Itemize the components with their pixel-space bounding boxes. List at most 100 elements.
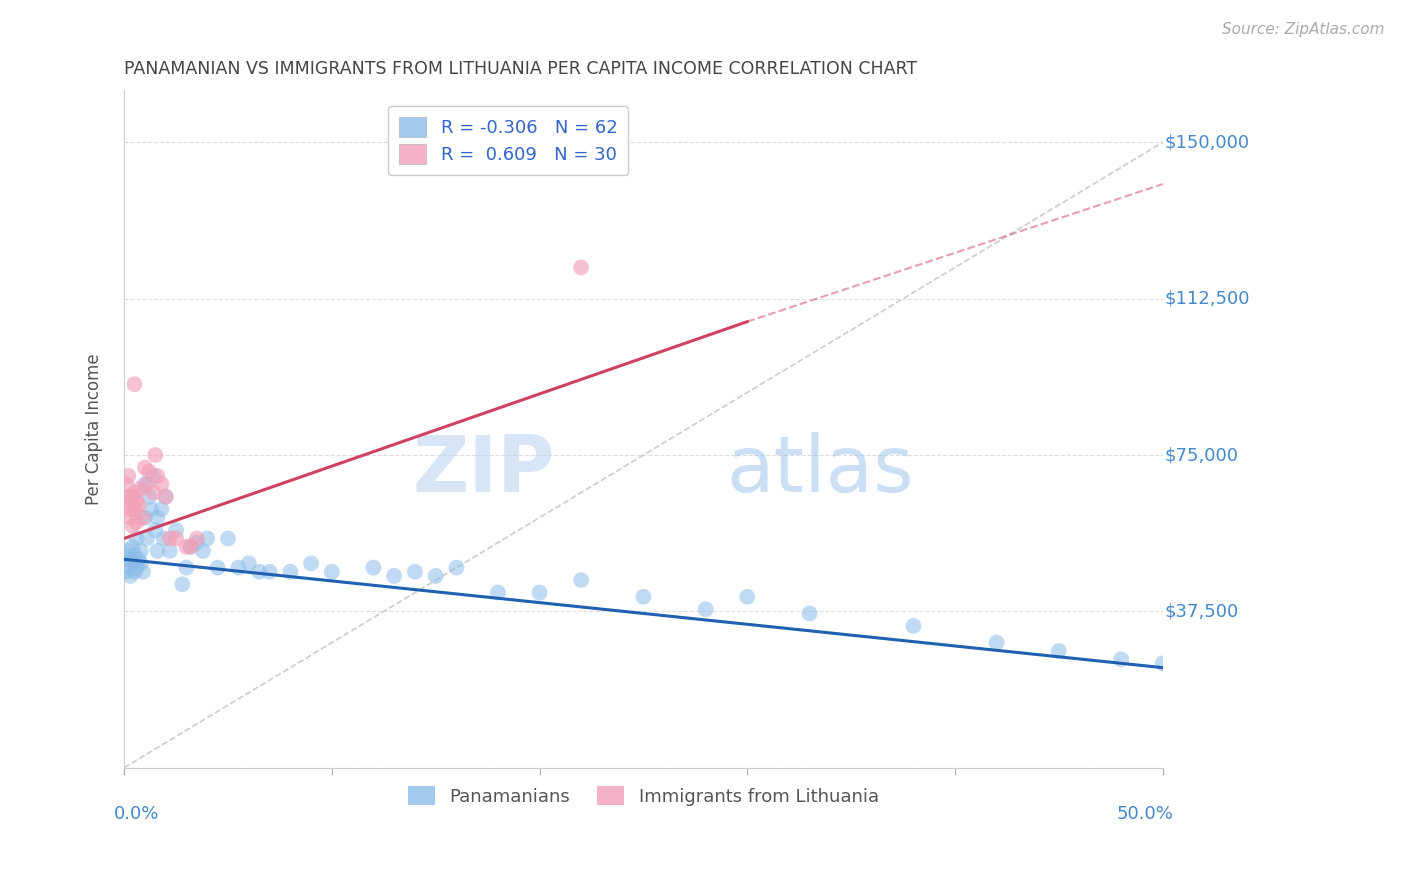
- Point: [207, 560, 229, 574]
- Point: [382, 569, 405, 583]
- Point: [278, 565, 301, 579]
- Point: [117, 560, 139, 574]
- Point: [128, 552, 150, 566]
- Legend: Panamanians, Immigrants from Lithuania: Panamanians, Immigrants from Lithuania: [401, 779, 886, 813]
- Point: [425, 569, 447, 583]
- Text: PANAMANIAN VS IMMIGRANTS FROM LITHUANIA PER CAPITA INCOME CORRELATION CHART: PANAMANIAN VS IMMIGRANTS FROM LITHUANIA …: [124, 60, 917, 78]
- Point: [150, 477, 173, 491]
- Point: [176, 540, 198, 554]
- Point: [321, 565, 343, 579]
- Point: [146, 469, 169, 483]
- Point: [165, 523, 187, 537]
- Y-axis label: Per Capita Income: Per Capita Income: [86, 353, 103, 505]
- Point: [134, 477, 156, 491]
- Point: [120, 502, 142, 516]
- Point: [124, 548, 146, 562]
- Point: [117, 544, 139, 558]
- Point: [569, 573, 592, 587]
- Point: [363, 560, 385, 574]
- Point: [180, 540, 202, 554]
- Point: [120, 552, 142, 566]
- Point: [146, 510, 169, 524]
- Point: [259, 565, 281, 579]
- Point: [152, 532, 174, 546]
- Point: [142, 469, 165, 483]
- Point: [186, 532, 208, 546]
- Point: [117, 469, 139, 483]
- Point: [143, 523, 166, 537]
- Point: [143, 448, 166, 462]
- Point: [121, 519, 143, 533]
- Point: [136, 532, 159, 546]
- Point: [124, 377, 146, 392]
- Point: [799, 607, 821, 621]
- Point: [247, 565, 270, 579]
- Point: [138, 490, 160, 504]
- Point: [125, 494, 148, 508]
- Text: $112,500: $112,500: [1164, 290, 1250, 308]
- Point: [117, 490, 139, 504]
- Point: [986, 635, 1008, 649]
- Point: [735, 590, 758, 604]
- Point: [186, 535, 208, 549]
- Point: [165, 532, 187, 546]
- Point: [125, 532, 148, 546]
- Point: [115, 565, 138, 579]
- Point: [124, 502, 146, 516]
- Point: [299, 557, 322, 571]
- Point: [134, 460, 156, 475]
- Text: $150,000: $150,000: [1164, 134, 1250, 152]
- Point: [529, 585, 551, 599]
- Text: atlas: atlas: [727, 432, 914, 508]
- Point: [115, 498, 138, 512]
- Point: [115, 548, 138, 562]
- Point: [1152, 657, 1174, 671]
- Point: [238, 557, 260, 571]
- Point: [138, 465, 160, 479]
- Point: [903, 619, 925, 633]
- Point: [159, 532, 181, 546]
- Point: [155, 490, 177, 504]
- Point: [172, 577, 194, 591]
- Point: [404, 565, 426, 579]
- Text: $75,000: $75,000: [1164, 446, 1239, 464]
- Point: [129, 482, 152, 496]
- Point: [125, 515, 148, 529]
- Point: [180, 540, 202, 554]
- Text: 50.0%: 50.0%: [1116, 805, 1173, 823]
- Point: [446, 560, 468, 574]
- Point: [136, 477, 159, 491]
- Point: [121, 490, 143, 504]
- Point: [217, 532, 239, 546]
- Point: [195, 532, 218, 546]
- Point: [124, 565, 146, 579]
- Point: [486, 585, 509, 599]
- Point: [134, 510, 156, 524]
- Point: [124, 485, 146, 500]
- Point: [132, 510, 155, 524]
- Point: [1047, 644, 1070, 658]
- Text: Source: ZipAtlas.com: Source: ZipAtlas.com: [1222, 22, 1385, 37]
- Text: 0.0%: 0.0%: [114, 805, 159, 823]
- Point: [150, 502, 173, 516]
- Point: [142, 485, 165, 500]
- Point: [120, 569, 142, 583]
- Point: [228, 560, 250, 574]
- Point: [159, 544, 181, 558]
- Point: [695, 602, 717, 616]
- Point: [128, 498, 150, 512]
- Point: [1109, 652, 1132, 666]
- Point: [125, 560, 148, 574]
- Point: [633, 590, 655, 604]
- Point: [120, 510, 142, 524]
- Point: [146, 544, 169, 558]
- Point: [155, 490, 177, 504]
- Text: $37,500: $37,500: [1164, 602, 1239, 620]
- Text: ZIP: ZIP: [413, 432, 555, 508]
- Point: [191, 544, 214, 558]
- Point: [176, 560, 198, 574]
- Point: [129, 544, 152, 558]
- Point: [129, 557, 152, 571]
- Point: [139, 502, 162, 516]
- Point: [121, 540, 143, 554]
